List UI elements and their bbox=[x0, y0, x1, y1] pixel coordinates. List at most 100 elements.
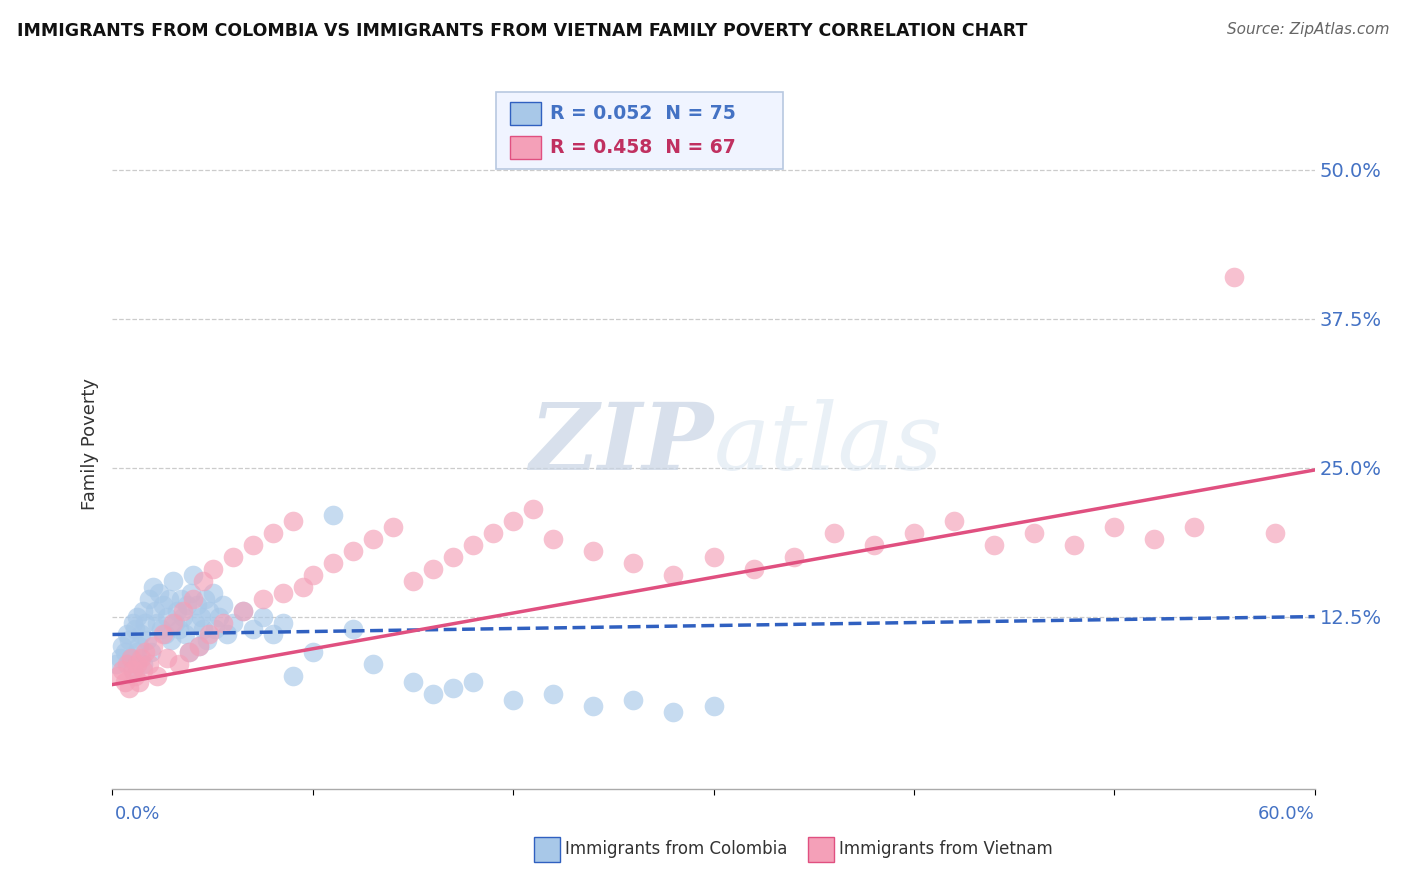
Point bbox=[124, 622, 146, 636]
Point bbox=[461, 538, 484, 552]
Point bbox=[543, 687, 565, 701]
Point bbox=[128, 675, 150, 690]
Point bbox=[194, 591, 217, 606]
Point bbox=[105, 657, 128, 672]
Text: Source: ZipAtlas.com: Source: ZipAtlas.com bbox=[1226, 22, 1389, 37]
Point bbox=[271, 586, 294, 600]
Point bbox=[242, 538, 264, 552]
Point bbox=[582, 544, 605, 558]
Point bbox=[186, 598, 208, 612]
Text: 0.0%: 0.0% bbox=[115, 805, 160, 822]
Point bbox=[145, 615, 167, 630]
Text: Immigrants from Colombia: Immigrants from Colombia bbox=[565, 840, 787, 858]
Point bbox=[621, 556, 644, 570]
Point bbox=[782, 549, 804, 564]
Point bbox=[983, 538, 1005, 552]
Point bbox=[361, 532, 384, 546]
Point bbox=[191, 574, 214, 588]
Point bbox=[232, 604, 254, 618]
Point bbox=[208, 609, 231, 624]
Point bbox=[1063, 538, 1085, 552]
Point bbox=[107, 669, 129, 683]
Point bbox=[402, 574, 425, 588]
Point bbox=[482, 526, 505, 541]
Point bbox=[702, 549, 725, 564]
Point bbox=[167, 622, 190, 636]
Point bbox=[125, 609, 148, 624]
Point bbox=[128, 640, 150, 654]
Point bbox=[124, 669, 146, 683]
Text: Immigrants from Vietnam: Immigrants from Vietnam bbox=[839, 840, 1053, 858]
Point bbox=[190, 609, 212, 624]
Point bbox=[382, 520, 405, 534]
Point bbox=[262, 526, 284, 541]
Point bbox=[155, 609, 177, 624]
Point bbox=[134, 615, 156, 630]
Point bbox=[121, 663, 143, 677]
Point bbox=[342, 544, 364, 558]
Point bbox=[121, 663, 143, 677]
Point bbox=[422, 687, 444, 701]
Point bbox=[903, 526, 925, 541]
Point bbox=[201, 586, 224, 600]
Point bbox=[211, 615, 233, 630]
Point bbox=[149, 622, 172, 636]
Point bbox=[662, 567, 685, 582]
Point bbox=[120, 651, 142, 665]
Point bbox=[823, 526, 845, 541]
Point bbox=[152, 627, 174, 641]
Point bbox=[232, 604, 254, 618]
Point bbox=[141, 640, 163, 654]
Point bbox=[502, 693, 524, 707]
Point bbox=[441, 549, 464, 564]
Point bbox=[201, 562, 224, 576]
Point bbox=[187, 640, 209, 654]
Point bbox=[222, 549, 245, 564]
Point bbox=[110, 651, 132, 665]
Point bbox=[502, 514, 524, 528]
Point bbox=[181, 591, 204, 606]
Point bbox=[131, 657, 153, 672]
Point bbox=[153, 627, 176, 641]
Point bbox=[281, 669, 304, 683]
Point bbox=[441, 681, 464, 695]
Point bbox=[942, 514, 965, 528]
Point bbox=[215, 627, 238, 641]
Point bbox=[141, 580, 163, 594]
Point bbox=[125, 645, 148, 659]
Point bbox=[322, 508, 344, 523]
Point bbox=[166, 604, 188, 618]
Point bbox=[271, 615, 294, 630]
Text: ZIP: ZIP bbox=[529, 399, 713, 489]
Point bbox=[157, 591, 180, 606]
Point bbox=[117, 681, 139, 695]
Point bbox=[211, 598, 233, 612]
Point bbox=[742, 562, 765, 576]
Point bbox=[121, 615, 143, 630]
Point bbox=[131, 663, 153, 677]
Point bbox=[662, 705, 685, 719]
Point bbox=[1223, 269, 1246, 284]
Point bbox=[402, 675, 425, 690]
Point bbox=[1184, 520, 1206, 534]
Point bbox=[252, 591, 274, 606]
Point bbox=[129, 627, 152, 641]
Point bbox=[195, 633, 218, 648]
Y-axis label: Family Poverty: Family Poverty bbox=[80, 378, 98, 509]
Point bbox=[111, 640, 134, 654]
Point bbox=[135, 633, 157, 648]
Point bbox=[197, 627, 219, 641]
Text: R = 0.458  N = 67: R = 0.458 N = 67 bbox=[550, 137, 735, 157]
Point bbox=[177, 645, 200, 659]
Point bbox=[143, 604, 166, 618]
Point bbox=[461, 675, 484, 690]
Point bbox=[115, 627, 138, 641]
Point bbox=[138, 591, 160, 606]
Point bbox=[183, 615, 205, 630]
Point bbox=[173, 627, 195, 641]
Point bbox=[167, 657, 190, 672]
Point bbox=[145, 669, 167, 683]
Point bbox=[187, 640, 209, 654]
Point bbox=[177, 645, 200, 659]
Point bbox=[163, 615, 186, 630]
